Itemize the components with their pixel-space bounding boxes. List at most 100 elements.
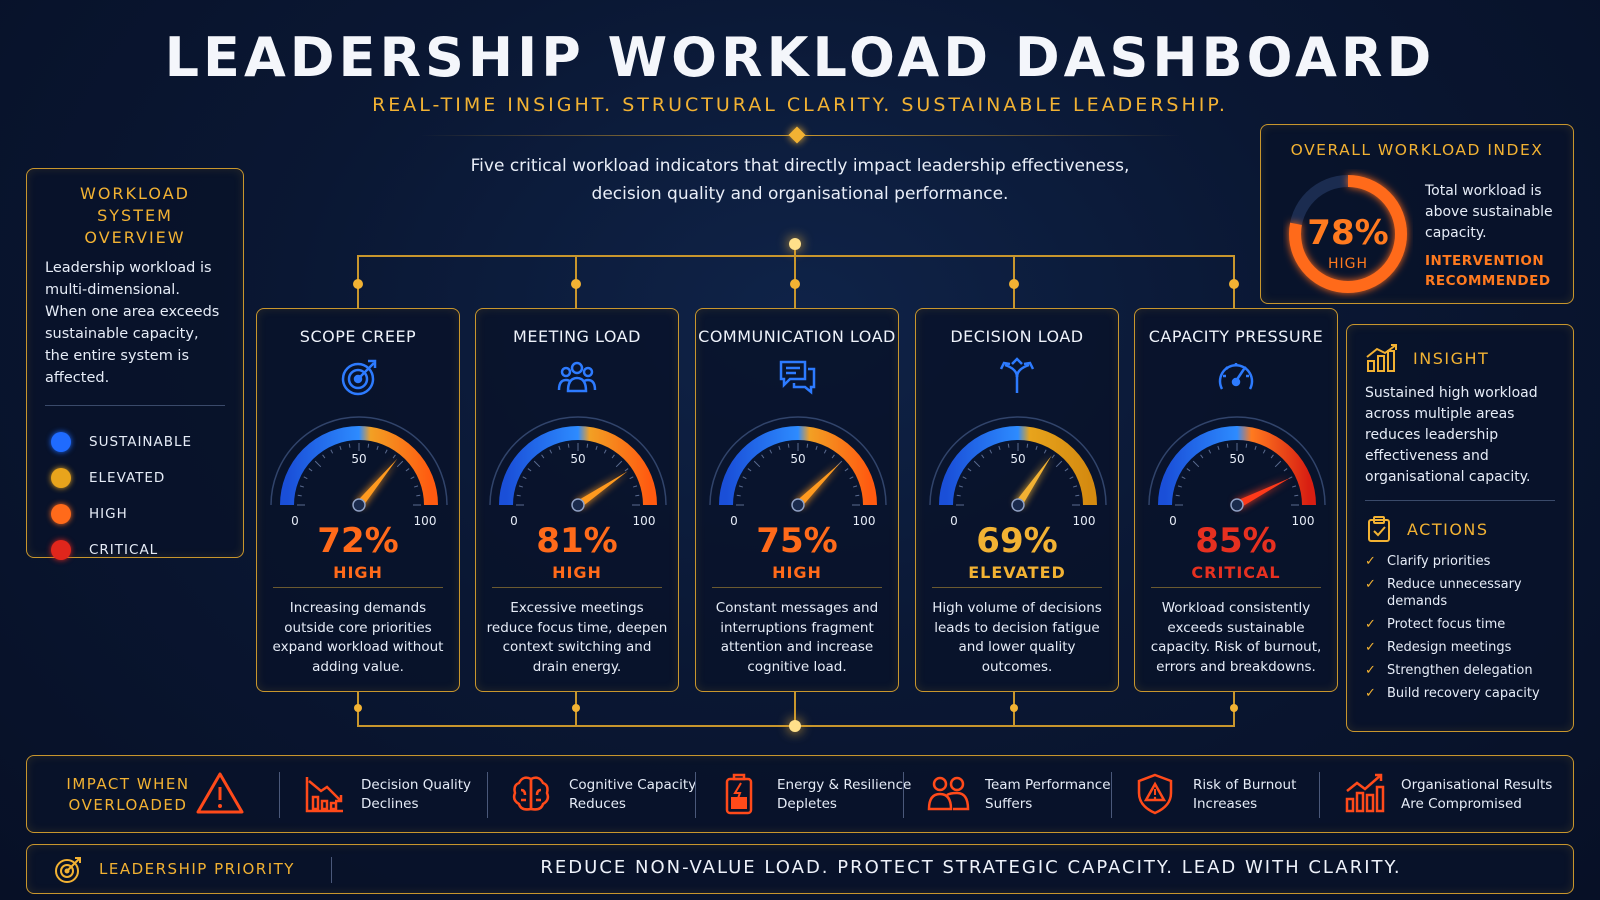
legend-label: ELEVATED bbox=[89, 470, 166, 486]
gauge-pivot bbox=[1230, 498, 1244, 512]
card-level: CRITICAL bbox=[1191, 563, 1281, 582]
insight-divider bbox=[1365, 500, 1555, 501]
card-value: 81% bbox=[536, 521, 618, 561]
warning-shield-icon bbox=[1137, 773, 1173, 815]
impact-sublabel: Depletes bbox=[777, 796, 837, 812]
index-ring-gauge: 78% HIGH bbox=[1289, 175, 1407, 293]
gauge-tick-mid: 50 bbox=[790, 452, 805, 466]
gauge-pivot bbox=[571, 498, 585, 512]
gauge-tick-mid: 50 bbox=[570, 452, 585, 466]
impact-item: Decision Quality Declines bbox=[303, 770, 471, 820]
action-label: Redesign meetings bbox=[1387, 640, 1512, 655]
warning-triangle-icon bbox=[196, 772, 244, 814]
card-level: HIGH bbox=[552, 563, 602, 582]
card-description: Increasing demands outside core prioriti… bbox=[272, 600, 444, 675]
priority-divider bbox=[331, 857, 332, 883]
card-gauge: 0 50 100 bbox=[1148, 416, 1326, 527]
card-gauge: 0 50 100 bbox=[709, 416, 887, 527]
intro-line-1: Five critical workload indicators that d… bbox=[470, 156, 1130, 176]
check-icon: ✓ bbox=[1365, 577, 1376, 592]
gauge-tick-min: 0 bbox=[291, 514, 299, 527]
impact-sublabel: Reduces bbox=[569, 796, 626, 812]
check-icon: ✓ bbox=[1365, 663, 1376, 678]
impact-label: Cognitive Capacity bbox=[569, 777, 697, 793]
index-value: 78% bbox=[1307, 213, 1388, 253]
impact-divider bbox=[1111, 772, 1112, 818]
card-divider bbox=[1151, 587, 1321, 588]
card-divider bbox=[492, 587, 662, 588]
impact-label: Team Performance bbox=[985, 777, 1111, 793]
impact-label: Organisational Results bbox=[1401, 777, 1553, 793]
impact-sublabel: Are Compromised bbox=[1401, 796, 1522, 812]
legend-item: ELEVATED bbox=[45, 460, 225, 496]
intro-text: Five critical workload indicators that d… bbox=[420, 152, 1180, 208]
card-title: MEETING LOAD bbox=[513, 327, 641, 346]
gauge-tick-max: 100 bbox=[853, 514, 876, 527]
gauge-tick-min: 0 bbox=[1169, 514, 1177, 527]
legend-item: HIGH bbox=[45, 496, 225, 532]
gauge-needle bbox=[795, 462, 841, 508]
card-level: HIGH bbox=[772, 563, 822, 582]
action-label: Reduce unnecessary demands bbox=[1387, 577, 1522, 609]
card-description: High volume of decisions leads to decisi… bbox=[932, 600, 1102, 675]
impact-item: Team Performance Suffers bbox=[927, 770, 1111, 820]
gauge-pivot bbox=[791, 498, 805, 512]
impact-sublabel: Suffers bbox=[985, 796, 1033, 812]
battery-icon bbox=[725, 773, 753, 815]
workload-system-overview: WORKLOAD SYSTEM OVERVIEW Leadership work… bbox=[26, 168, 244, 560]
gauge-tick-mid: 50 bbox=[351, 452, 366, 466]
card-value: 69% bbox=[976, 521, 1058, 561]
impact-item: Cognitive Capacity Reduces bbox=[511, 770, 696, 820]
intro-line-2: decision quality and organisational perf… bbox=[591, 184, 1009, 204]
card-title: COMMUNICATION LOAD bbox=[698, 327, 896, 346]
legend-dot bbox=[51, 432, 71, 452]
index-title: OVERALL WORKLOAD INDEX bbox=[1290, 141, 1544, 159]
check-icon: ✓ bbox=[1365, 686, 1376, 701]
index-recommendation: INTERVENTION RECOMMENDED bbox=[1425, 253, 1551, 289]
index-level: HIGH bbox=[1328, 256, 1368, 272]
card-divider bbox=[273, 587, 443, 588]
declining-chart-icon bbox=[305, 777, 343, 813]
legend-dot bbox=[51, 540, 71, 560]
impact-item: Organisational Results Are Compromised bbox=[1343, 770, 1552, 820]
indicator-card: DECISION LOAD 0 50 100 69% ELEVATED High v… bbox=[915, 308, 1119, 692]
people-icon bbox=[557, 361, 597, 393]
impact-sublabel: Increases bbox=[1193, 796, 1258, 812]
gauge-tick-min: 0 bbox=[950, 514, 958, 527]
insight-text: Sustained high workload across multiple … bbox=[1365, 385, 1538, 485]
gauge-needle bbox=[1014, 455, 1052, 508]
legend-item: SUSTAINABLE bbox=[45, 424, 225, 460]
insight-header: INSIGHT bbox=[1365, 343, 1555, 373]
index-text: Total workload is above sustainable capa… bbox=[1425, 183, 1553, 241]
gauge-tick-mid: 50 bbox=[1229, 452, 1244, 466]
gauge-tick-max: 100 bbox=[633, 514, 656, 527]
action-label: Protect focus time bbox=[1387, 617, 1506, 632]
card-level: HIGH bbox=[333, 563, 383, 582]
legend-item: CRITICAL bbox=[45, 532, 225, 568]
action-label: Strengthen delegation bbox=[1387, 663, 1533, 678]
card-divider bbox=[712, 587, 882, 588]
impact-bar: IMPACT WHEN OVERLOADED Decision Quality … bbox=[26, 755, 1574, 833]
impact-divider bbox=[487, 772, 488, 818]
actions-list: ✓ Clarify priorities ✓ Reduce unnecessary d… bbox=[1365, 553, 1555, 702]
legend-label: SUSTAINABLE bbox=[89, 434, 193, 450]
gauge-needle bbox=[575, 471, 628, 509]
legend-dot bbox=[51, 468, 71, 488]
card-title: CAPACITY PRESSURE bbox=[1148, 327, 1324, 346]
check-icon: ✓ bbox=[1365, 617, 1376, 632]
gauge-tick-max: 100 bbox=[414, 514, 437, 527]
action-item: ✓ Clarify priorities bbox=[1365, 553, 1555, 570]
impact-label: Decision Quality bbox=[361, 777, 472, 793]
indicator-card: SCOPE CREEP 0 50 100 72% HIGH Increasing d… bbox=[256, 308, 460, 692]
gauge-needle bbox=[355, 458, 398, 508]
card-title: DECISION LOAD bbox=[950, 327, 1084, 346]
impact-divider bbox=[903, 772, 904, 818]
card-value: 75% bbox=[756, 521, 838, 561]
page-title: LEADERSHIP WORKLOAD DASHBOARD bbox=[164, 26, 1436, 89]
target-icon bbox=[341, 359, 377, 396]
impact-item: Risk of Burnout Increases bbox=[1135, 770, 1296, 820]
brain-icon bbox=[512, 776, 550, 811]
action-item: ✓ Strengthen delegation bbox=[1365, 662, 1555, 679]
card-description: Excessive meetings reduce focus time, de… bbox=[486, 600, 668, 675]
